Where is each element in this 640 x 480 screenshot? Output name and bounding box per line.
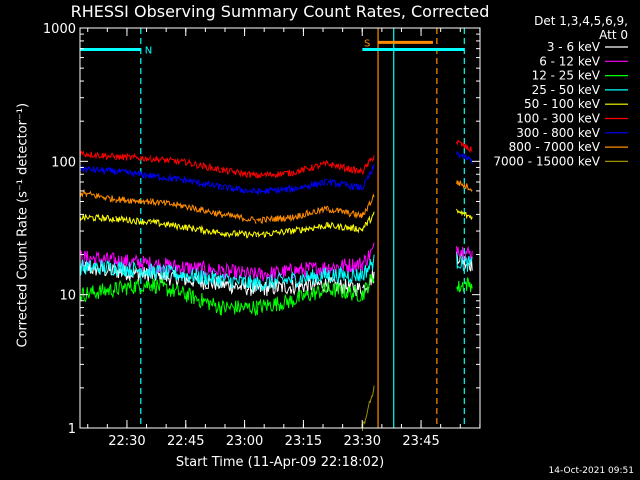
- x-tick-label: 22:30: [108, 434, 145, 449]
- legend-label: 3 - 6 keV: [547, 40, 601, 54]
- legend-label: 25 - 50 keV: [532, 83, 601, 97]
- series-line-7: [79, 180, 473, 225]
- legend-label: 800 - 7000 keV: [509, 140, 601, 154]
- legend-label: 50 - 100 keV: [524, 97, 601, 111]
- render-timestamp: 14-Oct-2021 09:51: [548, 466, 634, 476]
- legend-header-line-1: Det 1,3,4,5,6,9,: [534, 14, 628, 28]
- legend-label: 12 - 25 keV: [532, 69, 601, 83]
- y-tick-label: 1: [68, 422, 76, 437]
- series-line-5: [79, 139, 473, 180]
- x-tick-label: 22:45: [167, 434, 204, 449]
- legend-label: 6 - 12 keV: [539, 54, 601, 68]
- legend-header: Det 1,3,4,5,6,9, Att 0: [486, 14, 628, 42]
- y-tick-label: 1000: [43, 22, 76, 37]
- series-line-0: [79, 251, 473, 297]
- flag-label-s: S: [364, 38, 370, 49]
- series-line-3: [79, 253, 473, 292]
- legend-label: 7000 - 15000 keV: [493, 154, 600, 168]
- plot-frame: [79, 27, 481, 429]
- legend-header-line-2: Att 0: [599, 28, 628, 42]
- x-tick-label: 23:30: [344, 434, 381, 449]
- chart-title: RHESSI Observing Summary Count Rates, Co…: [70, 2, 490, 21]
- x-tick-label: 23:00: [226, 434, 263, 449]
- y-tick-label: 10: [59, 289, 76, 304]
- series-line-4: [79, 208, 473, 239]
- series-line-2: [79, 274, 473, 316]
- y-tick-label: 100: [51, 155, 76, 170]
- x-tick-label: 23:15: [285, 434, 322, 449]
- x-axis-label: Start Time (11-Apr-09 22:18:02): [175, 455, 385, 470]
- series-line-8: [361, 385, 375, 432]
- legend-label: 100 - 300 keV: [516, 112, 600, 126]
- x-tick-label: 23:45: [402, 434, 439, 449]
- series-line-1: [79, 242, 473, 282]
- series-line-6: [79, 150, 473, 196]
- legend-label: 300 - 800 keV: [516, 126, 600, 140]
- flag-label-n: N: [145, 45, 152, 56]
